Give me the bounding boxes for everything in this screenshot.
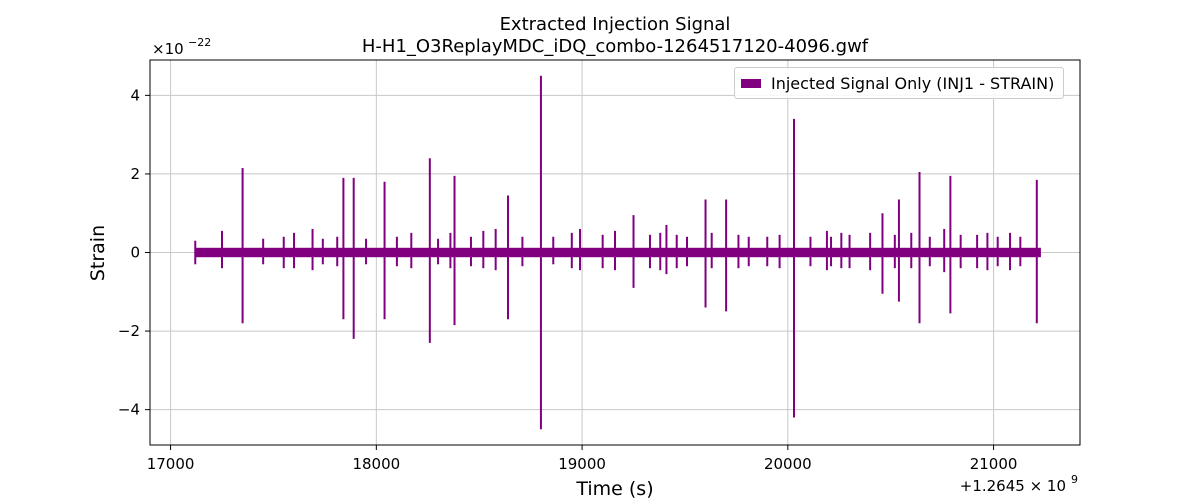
x-tick-label: 21000 [970,455,1018,473]
x-offset-exponent: 9 [1071,473,1078,486]
x-offset-label: +1.2645 × 10 [960,477,1066,495]
y-multiplier-exponent: −22 [188,36,211,49]
y-multiplier-label: ×10 [152,40,184,58]
series-group [194,75,1041,430]
series-layer [194,75,1041,430]
y-tick-label: 4 [130,86,140,104]
x-tick-label: 20000 [764,455,812,473]
y-tick-label: −4 [118,401,140,419]
y-tick-label: 0 [130,244,140,262]
legend-swatch [741,78,761,88]
legend: Injected Signal Only (INJ1 - STRAIN) [734,67,1065,99]
legend-label: Injected Signal Only (INJ1 - STRAIN) [771,73,1055,93]
x-tick-label: 17000 [147,455,195,473]
x-tick-label: 18000 [352,455,400,473]
chart-subtitle: H-H1_O3ReplayMDC_iDQ_combo-1264517120-40… [362,36,869,57]
chart-title: Extracted Injection Signal [500,14,731,35]
x-axis-label: Time (s) [575,478,653,500]
y-axis-label: Strain [87,225,109,281]
y-tick-label: −2 [118,322,140,340]
tick-layer: 17000 18000 19000 20000 21000 −4 −2 0 2 4 [118,86,1018,473]
signal-baseline-band [195,247,1041,258]
y-tick-label: 2 [130,165,140,183]
x-tick-label: 19000 [558,455,606,473]
